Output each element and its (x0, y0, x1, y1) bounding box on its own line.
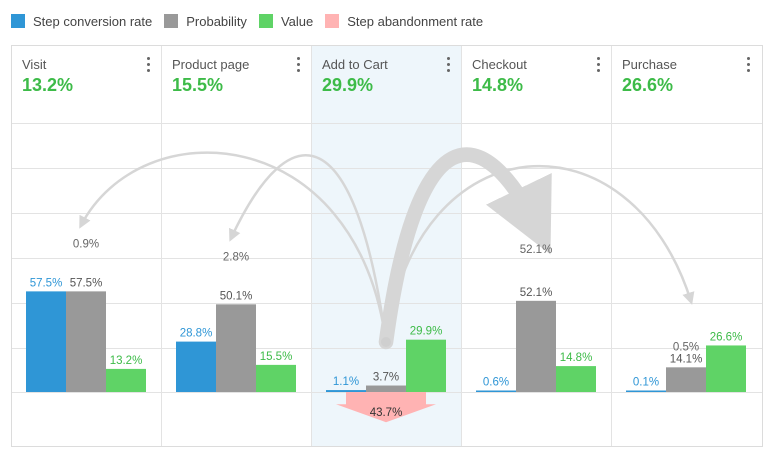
step-header-product-page: Product page 15.5% (161, 45, 311, 123)
more-options-icon[interactable] (595, 57, 601, 75)
bar-probability (666, 367, 706, 392)
bar-label-step-conversion-rate: 57.5% (30, 277, 63, 289)
legend-swatch-conversion (11, 14, 25, 28)
step-name: Checkout (472, 57, 527, 72)
legend-label-conversion: Step conversion rate (33, 14, 152, 29)
bar-label-step-conversion-rate: 1.1% (333, 376, 359, 388)
step-name: Product page (172, 57, 249, 72)
legend-swatch-value (259, 14, 273, 28)
bar-step-conversion-rate (176, 342, 216, 392)
legend-label-abandonment: Step abandonment rate (347, 14, 483, 29)
bar-label-value: 26.6% (710, 331, 743, 343)
flow-label: 0.5% (673, 341, 699, 353)
bar-label-step-conversion-rate: 0.6% (483, 377, 509, 389)
bar-value (706, 345, 746, 392)
bar-label-probability: 50.1% (220, 290, 253, 302)
legend-swatch-abandonment (325, 14, 339, 28)
abandonment-label: 43.7% (370, 407, 403, 419)
bar-label-step-conversion-rate: 28.8% (180, 328, 213, 340)
flow-origin-dot (381, 337, 391, 347)
legend-step-abandonment-rate[interactable]: Step abandonment rate (325, 14, 483, 29)
bar-step-conversion-rate (626, 391, 666, 393)
step-name: Visit (22, 57, 46, 72)
bar-label-value: 14.8% (560, 352, 593, 364)
bar-label-probability: 57.5% (70, 277, 103, 289)
bar-step-conversion-rate (326, 390, 366, 392)
bar-probability (216, 304, 256, 392)
step-name: Purchase (622, 57, 677, 72)
step-header-add-to-cart: Add to Cart 29.9% (311, 45, 461, 123)
bar-label-probability: 52.1% (520, 287, 553, 299)
step-value: 26.6% (622, 75, 673, 96)
bar-label-value: 13.2% (110, 355, 143, 367)
bar-label-step-conversion-rate: 0.1% (633, 377, 659, 389)
flow-label: 52.1% (520, 244, 553, 256)
step-header-visit: Visit 13.2% (11, 45, 161, 123)
more-options-icon[interactable] (295, 57, 301, 75)
bar-value (556, 366, 596, 392)
bar-step-conversion-rate (476, 391, 516, 393)
bar-step-conversion-rate (26, 291, 66, 392)
bar-value (406, 340, 446, 392)
flow-label: 0.9% (73, 238, 99, 250)
flow-label: 2.8% (223, 251, 249, 263)
bar-label-value: 15.5% (260, 351, 293, 363)
bar-value (106, 369, 146, 392)
more-options-icon[interactable] (745, 57, 751, 75)
legend-swatch-probability (164, 14, 178, 28)
legend-value[interactable]: Value (259, 14, 313, 29)
step-value: 14.8% (472, 75, 523, 96)
bar-label-probability: 3.7% (373, 372, 399, 384)
step-value: 15.5% (172, 75, 223, 96)
bar-label-value: 29.9% (410, 326, 443, 338)
legend-label-value: Value (281, 14, 313, 29)
step-header-purchase: Purchase 26.6% (611, 45, 761, 123)
chart-legend: Step conversion rate Probability Value S… (11, 11, 495, 31)
step-header-checkout: Checkout 14.8% (461, 45, 611, 123)
legend-label-probability: Probability (186, 14, 247, 29)
bar-probability (66, 291, 106, 392)
step-value: 13.2% (22, 75, 73, 96)
bar-value (256, 365, 296, 392)
legend-step-conversion-rate[interactable]: Step conversion rate (11, 14, 152, 29)
bar-probability (366, 386, 406, 392)
bar-label-probability: 14.1% (670, 353, 703, 365)
step-name: Add to Cart (322, 57, 388, 72)
more-options-icon[interactable] (145, 57, 151, 75)
step-value: 29.9% (322, 75, 373, 96)
funnel-panel: 0.9% 2.8% 52.1% 0.5% 57.5% 28.8% 1.1% 0.6% 0.1% 5… (11, 45, 763, 447)
legend-probability[interactable]: Probability (164, 14, 247, 29)
bar-probability (516, 301, 556, 392)
more-options-icon[interactable] (445, 57, 451, 75)
